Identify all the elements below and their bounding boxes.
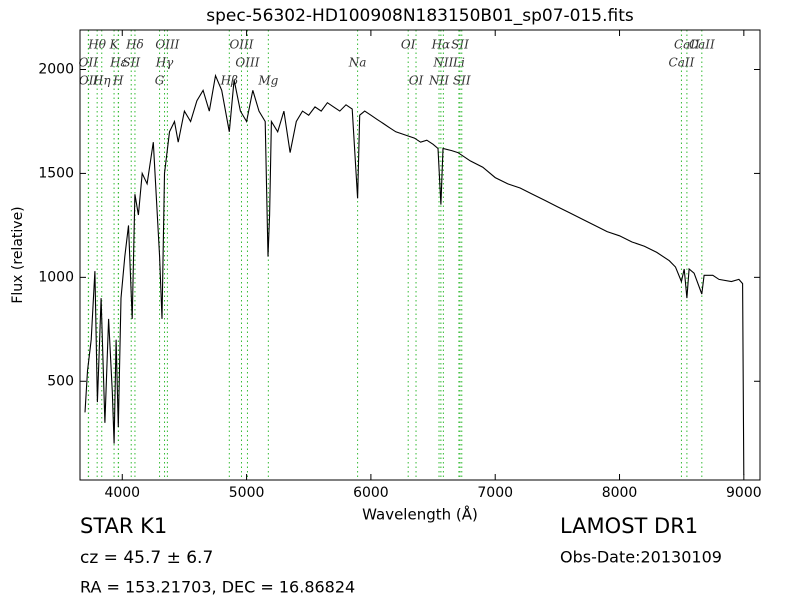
x-tick-label: 5000 [229,485,265,501]
spectral-line-label: SII [453,74,471,88]
spectral-line-label: CaII [669,56,695,70]
spectral-line-label: G [155,74,165,88]
y-tick-label: 500 [47,373,74,389]
info-text: LAMOST DR1 [560,514,698,538]
spectral-line-label: OI [409,74,424,88]
spectral-line-label: Na [348,56,367,70]
x-tick-label: 4000 [104,485,140,501]
x-tick-label: 9000 [726,485,762,501]
spectral-line-label: Hη [92,74,111,88]
spectral-line-label: Hα [431,38,451,52]
chart-title: spec-56302-HD100908N183150B01_sp07-015.f… [206,6,634,26]
info-text: cz = 45.7 ± 6.7 [80,548,213,568]
spectral-line-label: SII [451,38,469,52]
spectral-line-label: H [112,74,124,88]
spectral-line-label: OIII [235,56,259,70]
y-tick-label: 2000 [38,61,74,77]
spectral-line-label: OI [401,38,416,52]
x-axis-label: Wavelength (Å) [362,505,478,524]
y-axis-label: Flux (relative) [10,206,26,303]
spectral-line-label: Hθ [87,38,106,52]
spectral-line-label: NII [428,74,449,88]
spectral-line-label: NII [432,56,453,70]
spectral-line-label: SII [122,56,140,70]
spectral-line-label: OIII [229,38,253,52]
spectral-line-label: OIII [155,38,179,52]
y-tick-label: 1000 [38,269,74,285]
plot-frame [79,29,761,481]
x-tick-label: 6000 [353,485,389,501]
x-tick-label: 8000 [602,485,638,501]
spectral-line-label: K [109,38,120,52]
spectral-line-label: CaII [674,38,700,52]
spectral-line-label: Mg [257,74,278,88]
spectral-line-label: CaII [689,38,715,52]
spectrum-line [84,73,745,475]
y-tick-label: 1500 [38,165,74,181]
spectral-line-label: Hδ [125,38,144,52]
spectral-line-label: Li [452,56,465,70]
spectral-line-label: OII [79,74,99,88]
x-tick-label: 7000 [477,485,513,501]
spectral-line-label: Hγ [155,56,174,70]
info-text: RA = 153.21703, DEC = 16.86824 [80,578,355,597]
info-text: STAR K1 [80,514,167,538]
info-text: Obs-Date:20130109 [560,548,722,567]
